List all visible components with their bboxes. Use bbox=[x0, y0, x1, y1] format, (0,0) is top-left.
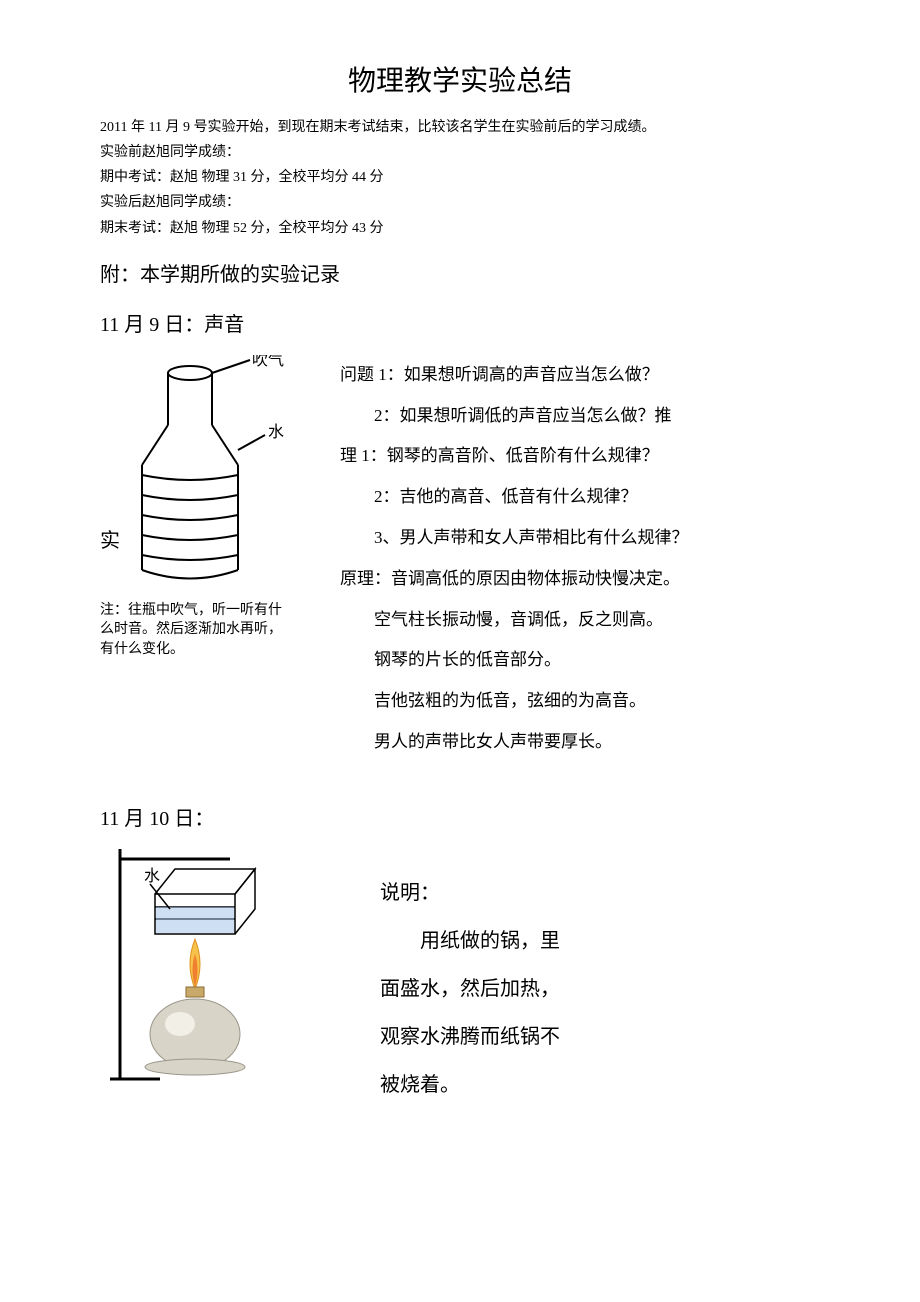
bottle-water-label: 水 bbox=[268, 423, 284, 441]
intro-line-2: 实验前赵旭同学成绩： bbox=[100, 140, 820, 165]
exp1-p3: 吉他弦粗的为低音，弦细的为高音。 bbox=[340, 681, 820, 722]
exp1-date-heading: 11 月 9 日：声音 bbox=[100, 309, 820, 341]
paper-pot-lamp-icon: 水 bbox=[100, 849, 300, 1089]
exp1-left-col: 吹气 水 注：往瓶中吹气，听一听有什么时音。然后逐渐加水再听，有什么变化。 bbox=[100, 355, 300, 660]
exp1-r-head: 理 1：钢琴的高音阶、低音阶有什么规律？ bbox=[340, 436, 820, 477]
intro-line-4: 实验后赵旭同学成绩： bbox=[100, 190, 820, 215]
exp2-row: 水 说明： 用纸做的锅，里 面盛水，然后加热， 观察水沸腾而纸锅不 被烧着。 bbox=[100, 849, 820, 1109]
exp2-note-head: 说明： bbox=[380, 869, 560, 917]
intro-line-5: 期末考试：赵旭 物理 52 分，全校平均分 43 分 bbox=[100, 216, 820, 241]
appendix-heading: 附：本学期所做的实验记录 bbox=[100, 259, 820, 291]
exp1-r2: 2：吉他的高音、低音有什么规律？ bbox=[340, 477, 820, 518]
exp2-note-4: 被烧着。 bbox=[380, 1061, 560, 1109]
exp1-p4: 男人的声带比女人声带要厚长。 bbox=[340, 722, 820, 763]
exp2-note-3: 观察水沸腾而纸锅不 bbox=[380, 1013, 560, 1061]
intro-line-1: 2011 年 11 月 9 号实验开始，到现在期末考试结束，比较该名学生在实验前… bbox=[100, 115, 820, 140]
exp1-q2: 2：如果想听调低的声音应当怎么做？推 bbox=[340, 396, 820, 437]
exp2-note-2: 面盛水，然后加热， bbox=[380, 965, 560, 1013]
intro-line-3: 期中考试：赵旭 物理 31 分，全校平均分 44 分 bbox=[100, 165, 820, 190]
page-title: 物理教学实验总结 bbox=[100, 60, 820, 105]
exp1-q1: 问题 1：如果想听调高的声音应当怎么做？ bbox=[340, 355, 820, 396]
exp2-note-1: 用纸做的锅，里 bbox=[380, 917, 560, 965]
exp1-p1: 空气柱长振动慢，音调低，反之则高。 bbox=[340, 600, 820, 641]
bottle-diagram-icon: 吹气 水 bbox=[100, 355, 300, 595]
exp1-text: 问题 1：如果想听调高的声音应当怎么做？ 2：如果想听调低的声音应当怎么做？推 … bbox=[340, 355, 820, 763]
exp1-p2: 钢琴的片长的低音部分。 bbox=[340, 640, 820, 681]
exp1-row: 实 bbox=[100, 355, 820, 763]
exp1-r3: 3、男人声带和女人声带相比有什么规律？ bbox=[340, 518, 820, 559]
pot-water-label: 水 bbox=[144, 867, 160, 885]
bottle-blow-label: 吹气 bbox=[252, 355, 284, 369]
exp2-text: 说明： 用纸做的锅，里 面盛水，然后加热， 观察水沸腾而纸锅不 被烧着。 bbox=[340, 849, 560, 1109]
exp1-p-head: 原理：音调高低的原因由物体振动快慢决定。 bbox=[340, 559, 820, 600]
exp2-left-col: 水 bbox=[100, 849, 300, 1089]
exp2-date-heading: 11 月 10 日： bbox=[100, 803, 820, 835]
bottle-caption: 注：往瓶中吹气，听一听有什么时音。然后逐渐加水再听，有什么变化。 bbox=[100, 601, 290, 660]
